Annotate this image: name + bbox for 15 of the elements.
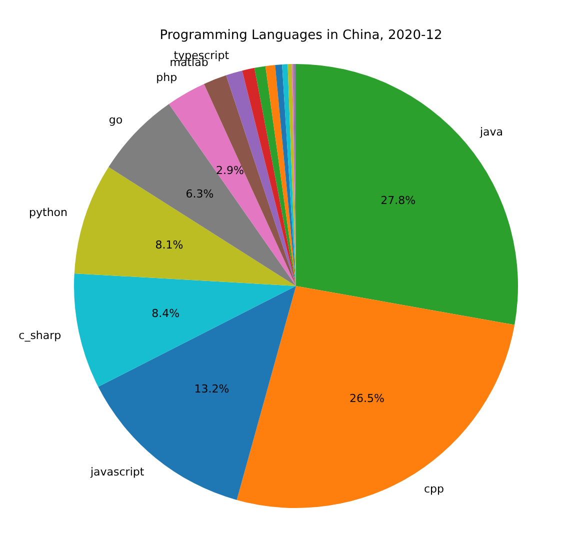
slice-label: php xyxy=(156,71,178,84)
data-label: 13.2% xyxy=(194,382,230,396)
chart-title: Programming Languages in China, 2020-12 xyxy=(160,28,442,43)
data-label: 6.3% xyxy=(186,187,214,200)
slice-label: javascript xyxy=(89,465,145,478)
slice-label: python xyxy=(29,206,68,220)
data-label: 8.4% xyxy=(152,306,180,320)
data-label: 8.1% xyxy=(155,238,184,252)
slice-label: java xyxy=(478,125,504,138)
slice-label: cpp xyxy=(424,482,444,496)
data-label: 2.9% xyxy=(216,164,244,177)
data-label: 27.8% xyxy=(380,194,416,207)
slice-label: go xyxy=(108,114,123,127)
data-label: 26.5% xyxy=(350,392,384,406)
slice-label: c_sharp xyxy=(18,328,62,342)
